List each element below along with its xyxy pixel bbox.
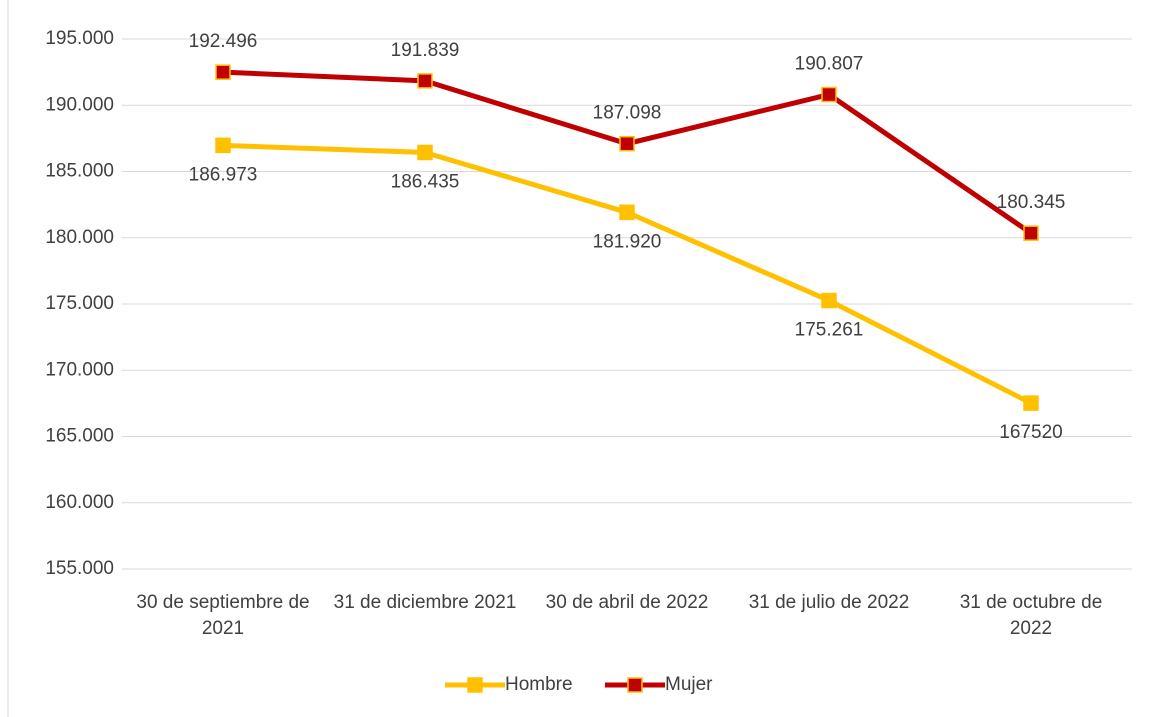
- x-tick-label: 31 de octubre de 2022: [959, 592, 1103, 639]
- x-tick-label: 31 de diciembre 2021: [333, 592, 517, 613]
- data-label: 167520: [999, 422, 1062, 443]
- marker: [1023, 395, 1039, 411]
- marker: [821, 86, 837, 103]
- data-label: 181.920: [593, 231, 662, 252]
- legend-marker: [627, 677, 643, 693]
- chart-border: [7, 0, 9, 717]
- marker: [215, 64, 231, 80]
- x-tick-label: 30 de abril de 2022: [545, 592, 709, 613]
- y-tick-label: 190.000: [45, 94, 114, 115]
- y-tick-label: 180.000: [45, 227, 114, 248]
- marker: [619, 135, 635, 152]
- y-tick-label: 165.000: [45, 426, 114, 447]
- data-label: 180.345: [997, 192, 1066, 213]
- x-tick-label: 31 de julio de 2022: [748, 592, 910, 613]
- data-label: 191.839: [391, 40, 460, 61]
- marker: [417, 144, 433, 161]
- legend-label: Hombre: [505, 674, 573, 695]
- y-tick-label: 185.000: [45, 161, 114, 182]
- data-label: 187.098: [593, 103, 662, 124]
- y-tick-label: 155.000: [45, 558, 114, 579]
- marker: [417, 73, 433, 89]
- data-label: 190.807: [795, 54, 864, 75]
- legend-label: Mujer: [665, 674, 713, 695]
- y-tick-label: 175.000: [45, 293, 114, 314]
- y-tick-label: 170.000: [45, 359, 114, 380]
- data-label: 175.261: [795, 320, 864, 341]
- x-tick-label: 30 de septiembre de 2021: [136, 592, 310, 639]
- data-label: 186.435: [391, 172, 460, 193]
- legend-marker: [467, 677, 483, 693]
- data-label: 186.973: [189, 164, 258, 185]
- marker: [215, 137, 231, 154]
- y-tick-label: 160.000: [45, 492, 114, 513]
- data-label: 192.496: [189, 31, 258, 52]
- series-line: [222, 142, 1033, 406]
- y-tick-label: 195.000: [45, 28, 114, 49]
- marker: [619, 204, 635, 221]
- marker: [821, 292, 837, 309]
- marker: [1023, 225, 1039, 241]
